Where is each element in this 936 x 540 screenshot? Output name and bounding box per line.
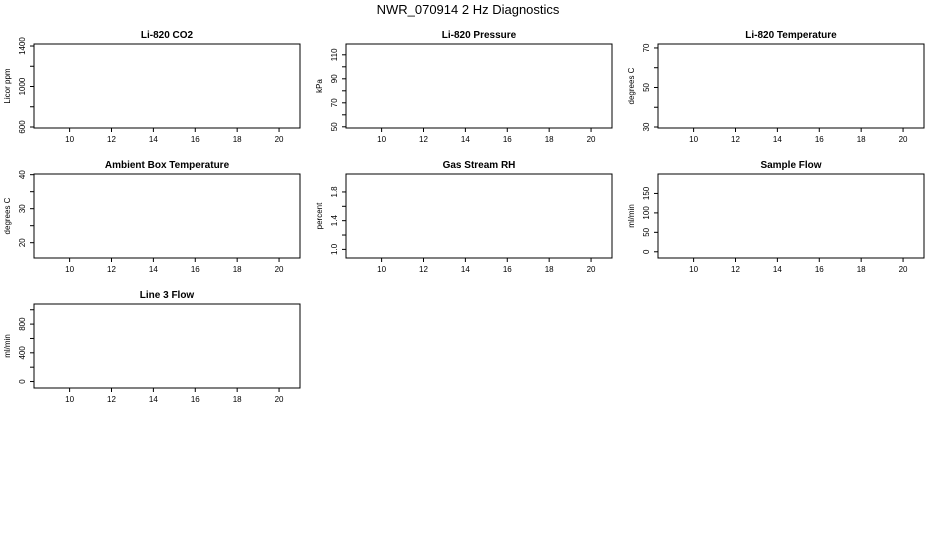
x-tick-label: 12 bbox=[107, 265, 116, 274]
y-tick-label: 50 bbox=[642, 82, 651, 91]
chart-panel: Li-820 Pressure 10 12 14 16 18 20 50 70 90 110 kPa bbox=[315, 30, 613, 144]
x-tick-label: 12 bbox=[107, 135, 116, 144]
x-tick-label: 16 bbox=[191, 135, 200, 144]
plot-frame bbox=[657, 43, 925, 129]
x-tick-label: 18 bbox=[233, 265, 242, 274]
x-tick-label: 16 bbox=[191, 265, 200, 274]
plot-frame bbox=[345, 173, 613, 259]
x-tick-label: 10 bbox=[65, 135, 74, 144]
figure-title: NWR_070914 2 Hz Diagnostics bbox=[377, 2, 560, 17]
plot-frame bbox=[33, 173, 301, 259]
x-tick-label: 20 bbox=[899, 265, 908, 274]
y-tick-label: 20 bbox=[18, 238, 27, 247]
x-tick-label: 16 bbox=[191, 395, 200, 404]
x-tick-label: 20 bbox=[899, 135, 908, 144]
x-tick-label: 20 bbox=[587, 135, 596, 144]
x-tick-label: 14 bbox=[461, 135, 470, 144]
chart-panel: Ambient Box Temperature 10 12 14 16 18 20 20 30 4… bbox=[3, 160, 301, 274]
y-tick-label: 1.8 bbox=[330, 186, 339, 198]
y-axis-label: degrees C bbox=[3, 197, 12, 234]
x-tick-label: 12 bbox=[731, 265, 740, 274]
plot-frame bbox=[345, 43, 613, 129]
plot-frame bbox=[33, 303, 301, 389]
x-tick-label: 16 bbox=[503, 265, 512, 274]
chart-panel: Li-820 CO2 10 12 14 16 18 20 600 1000 1400 Licor p… bbox=[3, 30, 301, 144]
y-tick-label: 30 bbox=[18, 204, 27, 213]
y-tick-label: 1.4 bbox=[330, 215, 339, 227]
y-axis-label: ml/min bbox=[627, 204, 636, 228]
x-tick-label: 20 bbox=[275, 265, 284, 274]
x-tick-label: 14 bbox=[773, 135, 782, 144]
x-tick-label: 18 bbox=[857, 135, 866, 144]
y-tick-label: 800 bbox=[18, 317, 27, 331]
x-tick-label: 10 bbox=[65, 395, 74, 404]
x-tick-label: 20 bbox=[587, 265, 596, 274]
plot-frame bbox=[657, 173, 925, 259]
y-tick-label: 110 bbox=[330, 48, 339, 61]
plot-frame bbox=[33, 43, 301, 129]
y-axis-label: degrees C bbox=[627, 67, 636, 104]
y-tick-label: 90 bbox=[330, 74, 339, 83]
y-tick-label: 70 bbox=[642, 43, 651, 52]
x-tick-label: 12 bbox=[419, 135, 428, 144]
y-tick-label: 50 bbox=[642, 227, 651, 236]
x-tick-label: 20 bbox=[275, 135, 284, 144]
chart-panel: Sample Flow 10 12 14 16 18 20 0 50 100 150 ml/min bbox=[627, 160, 925, 274]
x-tick-label: 12 bbox=[107, 395, 116, 404]
y-axis-label: percent bbox=[315, 202, 324, 229]
y-tick-label: 50 bbox=[330, 122, 339, 131]
x-tick-label: 10 bbox=[377, 265, 386, 274]
y-axis-label: Licor ppm bbox=[3, 68, 12, 103]
panel-title: Li-820 CO2 bbox=[141, 30, 194, 41]
x-tick-label: 16 bbox=[503, 135, 512, 144]
y-tick-label: 0 bbox=[642, 249, 651, 254]
panel-title: Line 3 Flow bbox=[140, 290, 195, 301]
x-tick-label: 16 bbox=[815, 265, 824, 274]
x-tick-label: 10 bbox=[689, 265, 698, 274]
x-tick-label: 14 bbox=[773, 265, 782, 274]
chart-panel: Gas Stream RH 10 12 14 16 18 20 1.0 1.4 1.8 percen… bbox=[315, 160, 613, 274]
x-tick-label: 18 bbox=[545, 265, 554, 274]
x-tick-label: 14 bbox=[149, 395, 158, 404]
x-tick-label: 16 bbox=[815, 135, 824, 144]
chart-panel: Li-820 Temperature 10 12 14 16 18 20 30 50 70 degr… bbox=[627, 30, 925, 144]
x-tick-label: 18 bbox=[233, 395, 242, 404]
x-tick-label: 10 bbox=[689, 135, 698, 144]
panel-title: Ambient Box Temperature bbox=[105, 160, 230, 171]
x-tick-label: 18 bbox=[545, 135, 554, 144]
y-axis-label: kPa bbox=[315, 79, 324, 93]
panel-title: Li-820 Pressure bbox=[442, 30, 517, 41]
x-tick-label: 18 bbox=[233, 135, 242, 144]
panel-title: Sample Flow bbox=[760, 160, 821, 171]
y-tick-label: 30 bbox=[642, 122, 651, 131]
panel-title: Gas Stream RH bbox=[443, 160, 516, 171]
y-tick-label: 600 bbox=[18, 120, 27, 134]
x-tick-label: 14 bbox=[149, 135, 158, 144]
y-tick-label: 150 bbox=[642, 186, 651, 200]
x-tick-label: 10 bbox=[65, 265, 74, 274]
x-tick-label: 12 bbox=[419, 265, 428, 274]
y-tick-label: 100 bbox=[642, 206, 651, 220]
chart-panel: Line 3 Flow 10 12 14 16 18 20 0 400 800 ml/min bbox=[3, 290, 301, 404]
x-tick-label: 14 bbox=[149, 265, 158, 274]
y-tick-label: 1400 bbox=[18, 37, 27, 55]
x-tick-label: 10 bbox=[377, 135, 386, 144]
y-tick-label: 70 bbox=[330, 98, 339, 107]
x-tick-label: 18 bbox=[857, 265, 866, 274]
y-tick-label: 400 bbox=[18, 346, 27, 360]
y-tick-label: 1000 bbox=[18, 77, 27, 95]
y-tick-label: 40 bbox=[18, 170, 27, 179]
y-tick-label: 0 bbox=[18, 379, 27, 384]
x-tick-label: 20 bbox=[275, 395, 284, 404]
panel-title: Li-820 Temperature bbox=[745, 30, 837, 41]
y-axis-label: ml/min bbox=[3, 334, 12, 358]
x-tick-label: 12 bbox=[731, 135, 740, 144]
x-tick-label: 14 bbox=[461, 265, 470, 274]
y-tick-label: 1.0 bbox=[330, 243, 339, 255]
